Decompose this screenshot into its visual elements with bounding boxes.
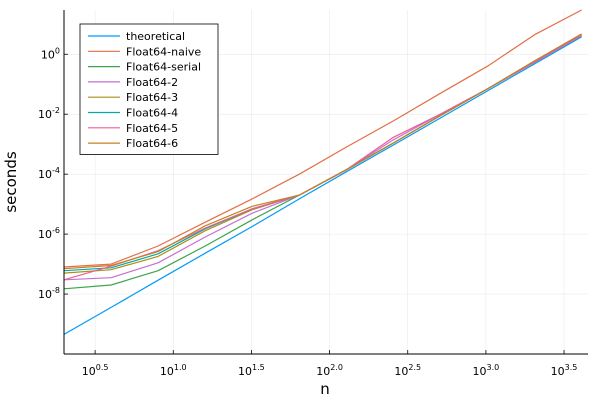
x-tick-label: 101.5 — [238, 363, 265, 378]
legend-label: theoretical — [126, 30, 185, 43]
y-tick-label: 10-6 — [38, 226, 60, 241]
legend-label: Float64-3 — [126, 91, 178, 104]
legend-label: Float64-4 — [126, 107, 178, 120]
series-line-float64-naive — [63, 9, 582, 268]
y-tick-label: 10-2 — [38, 106, 60, 121]
x-axis-label: n — [320, 380, 330, 398]
series-line-theoretical — [63, 36, 582, 335]
x-tick-label: 103.5 — [551, 363, 578, 378]
legend-label: Float64-serial — [126, 61, 201, 74]
legend-label: Float64-5 — [126, 122, 178, 135]
legend-box — [79, 23, 219, 155]
y-tick-label: 100 — [41, 46, 60, 61]
series-lines — [63, 9, 582, 335]
legend-label: Float64-2 — [126, 76, 178, 89]
y-axis-label: seconds — [2, 151, 20, 212]
x-tick-labels: 100.5 101.0 101.5 102.0 102.5 103.0 103.5 — [82, 363, 578, 378]
x-tick-label: 102.0 — [316, 363, 343, 378]
y-tick-labels: 10-8 10-6 10-4 10-2 100 — [38, 46, 60, 301]
y-tick-label: 10-8 — [38, 286, 60, 301]
axes — [63, 10, 588, 355]
series-line-float64-6 — [63, 33, 582, 270]
x-tick-label: 103.0 — [473, 363, 500, 378]
y-tick-label: 10-4 — [38, 166, 60, 181]
x-tick-label: 101.0 — [160, 363, 187, 378]
x-tick-label: 100.5 — [82, 363, 109, 378]
legend-label: Float64-6 — [126, 137, 178, 150]
x-tick-label: 102.5 — [394, 363, 421, 378]
legend: theoretical Float64-naive Float64-serial Fl… — [79, 23, 219, 155]
legend-label: Float64-naive — [126, 45, 201, 58]
